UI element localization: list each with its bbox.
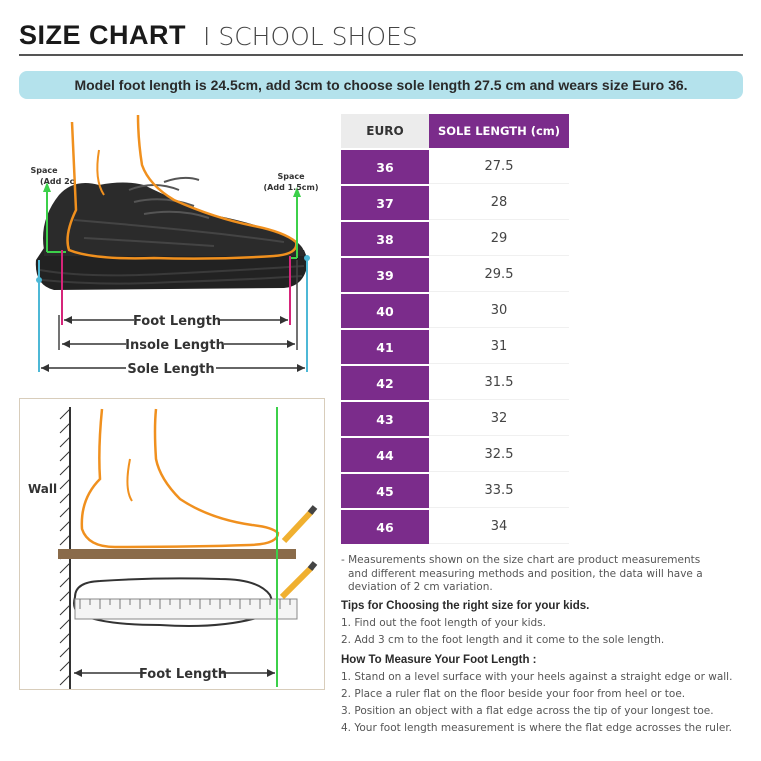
sole-length-cell: 28 [429,186,569,220]
header: SIZE CHART I SCHOOL SHOES [19,20,743,56]
table-row: 43 32 [341,402,569,436]
shoe-diagram: Space (Add 2c Space (Add 1.5cm) Foot Len… [14,110,324,385]
sole-length-cell: 31.5 [429,366,569,400]
euro-size-cell: 38 [341,222,429,256]
sole-length-cell: 30 [429,294,569,328]
disclaimer-line-2: and different measuring methods and posi… [348,567,703,580]
foot-measure-illustration: Wall Foot Length [28,407,318,689]
disclaimer-line-1: - Measurements shown on the size chart a… [341,554,701,566]
sole-length-header: SOLE LENGTH (cm) [429,114,569,148]
measure-step: 2. Place a ruler flat on the floor besid… [341,687,686,700]
table-row: 42 31.5 [341,366,569,400]
euro-size-cell: 39 [341,258,429,292]
sole-length-cell: 27.5 [429,150,569,184]
insole-length-label: Insole Length [125,338,225,353]
sole-length-cell: 31 [429,330,569,364]
table-row: 41 31 [341,330,569,364]
tip-item: 2. Add 3 cm to the foot length and it co… [341,633,665,646]
page-subtitle: I SCHOOL SHOES [203,22,418,51]
page-title: SIZE CHART [19,20,186,50]
pencil-icon-2 [279,561,318,600]
euro-size-cell: 46 [341,510,429,544]
space-left-add-label: (Add 2c [40,177,75,186]
sole-length-cell: 34 [429,510,569,544]
table-row: 36 27.5 [341,150,569,184]
table-row: 45 33.5 [341,474,569,508]
table-header-row: EURO SOLE LENGTH (cm) [341,114,569,148]
measure-title: How To Measure Your Foot Length : [341,653,537,666]
space-right-add-label: (Add 1.5cm) [264,183,319,192]
pencil-icon [281,505,318,544]
sole-length-cell: 32 [429,402,569,436]
euro-size-cell: 36 [341,150,429,184]
table-row: 46 34 [341,510,569,544]
euro-size-cell: 37 [341,186,429,220]
sole-length-label: Sole Length [127,362,214,377]
sole-length-cell: 29.5 [429,258,569,292]
table-row: 38 29 [341,222,569,256]
foot-length-label: Foot Length [133,314,221,329]
sole-length-cell: 33.5 [429,474,569,508]
wall-label: Wall [28,482,57,496]
size-table: EURO SOLE LENGTH (cm) 36 27.5 37 28 38 29 3… [341,112,569,546]
sole-length-cell: 29 [429,222,569,256]
foot-measure-diagram: Wall Foot Length [19,398,325,690]
table-row: 40 30 [341,294,569,328]
tip-item: 1. Find out the foot length of your kids… [341,616,546,629]
sole-length-cell: 32.5 [429,438,569,472]
tips-title: Tips for Choosing the right size for you… [341,599,590,612]
measure-step: 4. Your foot length measurement is where… [341,721,733,734]
table-row: 39 29.5 [341,258,569,292]
shoe-illustration: Space (Add 2c Space (Add 1.5cm) Foot Len… [30,114,319,377]
euro-size-cell: 43 [341,402,429,436]
euro-size-cell: 42 [341,366,429,400]
euro-size-cell: 45 [341,474,429,508]
disclaimer-line-3: deviation of 2 cm variation. [348,581,493,593]
space-right-label: Space [277,172,305,181]
notes-section: - Measurements shown on the size chart a… [341,554,746,737]
table-row: 37 28 [341,186,569,220]
table-row: 44 32.5 [341,438,569,472]
euro-header: EURO [341,114,429,148]
euro-size-cell: 41 [341,330,429,364]
model-info-banner: Model foot length is 24.5cm, add 3cm to … [19,71,743,99]
euro-size-cell: 44 [341,438,429,472]
measure-step: 1. Stand on a level surface with your he… [341,670,733,683]
space-left-label: Space [30,166,58,175]
measure-step: 3. Position an object with a flat edge a… [341,704,714,717]
euro-size-cell: 40 [341,294,429,328]
foot-length-label-2: Foot Length [139,667,227,682]
